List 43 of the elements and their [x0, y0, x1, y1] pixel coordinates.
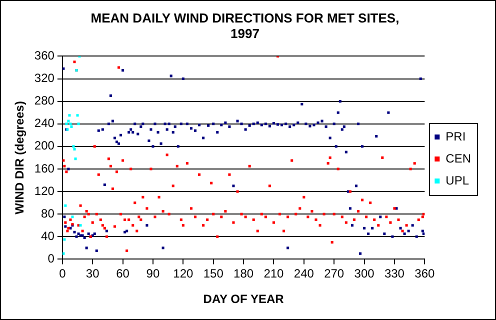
y-tick-label: 120: [34, 184, 55, 198]
y-tick-label: 80: [41, 206, 55, 220]
text: 1997: [230, 26, 260, 41]
legend-label: PRI: [446, 129, 466, 144]
x-tick-label: 150: [203, 266, 224, 281]
legend-label: UPL: [446, 173, 470, 188]
y-tick-label: 360: [34, 48, 55, 63]
x-tick-label: 180: [234, 266, 254, 281]
point: [71, 216, 74, 218]
y-tick-label: 320: [34, 71, 55, 86]
y-tick-label: 200: [34, 138, 55, 153]
point: [69, 122, 72, 126]
x-tick-label: 210: [264, 266, 284, 281]
point: [70, 125, 73, 128]
x-tick-label: 30: [86, 266, 100, 281]
point: [63, 238, 66, 241]
x-tick-label: 270: [324, 266, 344, 281]
x-axis-title: DAY OF YEAR: [203, 292, 284, 306]
point: [65, 122, 68, 126]
x-tick-label: 90: [146, 266, 160, 281]
y-tick-label: 40: [41, 228, 55, 243]
x-tick-label: 0: [59, 266, 66, 281]
point: [72, 145, 75, 148]
point: [67, 120, 70, 122]
y-axis-title: WIND DIR (degrees): [12, 101, 27, 214]
x-tick-label: 60: [116, 266, 130, 281]
x-tick-label: 300: [354, 266, 375, 281]
y-tick-label: 0: [48, 252, 55, 266]
y-tick-label: 240: [34, 116, 55, 130]
x-tick-label: 330: [384, 266, 405, 281]
point: [76, 114, 79, 117]
text: MEAN DAILY WIND DIRECTIONS FOR MET SITES,: [90, 10, 400, 26]
x-tick-label: 240: [294, 266, 314, 281]
y-tick-label: 160: [34, 161, 55, 176]
point: [64, 204, 67, 207]
y-tick-label: 280: [34, 94, 55, 108]
point: [73, 148, 76, 151]
x-tick-label: 120: [173, 266, 194, 281]
legend-label: CEN: [446, 151, 472, 166]
point: [77, 122, 80, 126]
point: [74, 158, 77, 160]
x-tick-label: 360: [414, 266, 435, 281]
point: [68, 114, 71, 117]
